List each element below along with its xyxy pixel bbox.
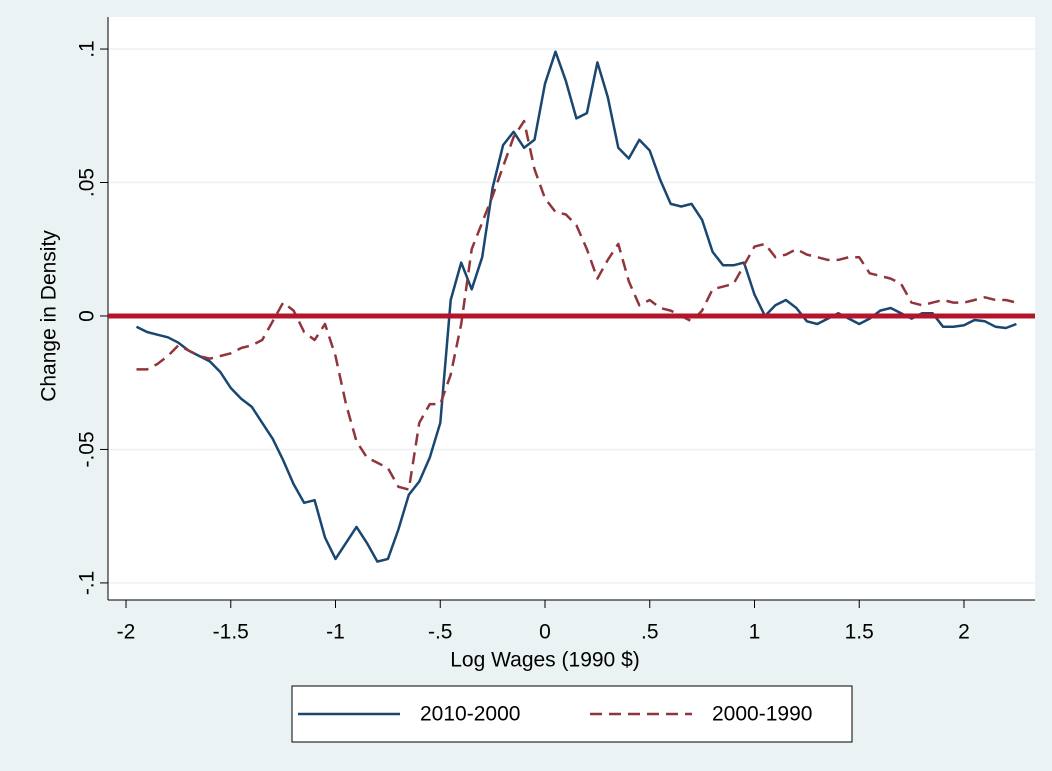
y-tick-label: .05 [76,168,99,197]
x-tick-label: -2 [117,621,136,644]
x-tick-label: 1 [749,621,761,644]
x-tick-label: -1 [326,621,345,644]
x-tick-label: 0 [539,621,551,644]
legend-label: 2010-2000 [420,703,520,726]
legend-label: 2000-1990 [712,703,812,726]
y-axis-title: Change in Density [38,230,61,402]
x-tick-label: .5 [641,621,659,644]
x-tick-label: -1.5 [213,621,249,644]
x-tick-label: 1.5 [845,621,874,644]
plot-area [108,17,1035,600]
x-tick-label: 2 [958,621,970,644]
x-axis-title: Log Wages (1990 $) [450,649,640,672]
x-tick-label: -.5 [428,621,453,644]
y-tick-label: -.1 [76,571,99,596]
y-tick-label: -.05 [76,431,99,467]
data-line [135,50,1017,563]
y-tick-label: .1 [76,40,99,58]
data-line [136,119,1017,491]
y-tick-label: 0 [76,310,99,322]
